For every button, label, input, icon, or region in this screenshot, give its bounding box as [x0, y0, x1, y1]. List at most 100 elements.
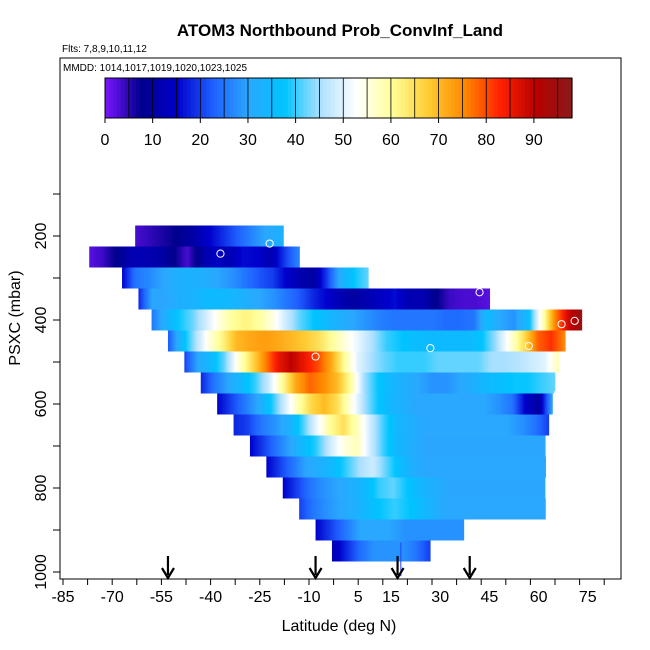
heatmap-cell [515, 372, 518, 394]
heatmap-cell [272, 372, 275, 394]
heatmap-cell [158, 309, 161, 331]
heatmap-cell [272, 246, 274, 268]
heatmap-cell [381, 477, 384, 499]
heatmap-cell [312, 309, 315, 331]
heatmap-cell [217, 246, 219, 268]
heatmap-cell [528, 309, 531, 331]
heatmap-cell [360, 540, 363, 562]
heatmap-cell [363, 288, 366, 310]
heatmap-cell [453, 414, 456, 436]
heatmap-cell [368, 351, 370, 373]
heatmap-cell [463, 477, 466, 499]
heatmap-cell [460, 351, 462, 373]
heatmap-cell [452, 498, 454, 520]
heatmap-cell [385, 435, 388, 457]
heatmap-cell [189, 330, 192, 352]
heatmap-cell [372, 435, 375, 457]
heatmap-cell [522, 477, 525, 499]
heatmap-cell [398, 372, 401, 394]
heatmap-cell [442, 309, 445, 331]
heatmap-cell [519, 435, 522, 457]
heatmap-cell [393, 498, 395, 520]
heatmap-cell [447, 330, 450, 352]
heatmap-cell [270, 414, 273, 436]
heatmap-cell [484, 477, 487, 499]
heatmap-cell [454, 330, 457, 352]
heatmap-cell [388, 351, 390, 373]
heatmap-cell [154, 225, 156, 247]
heatmap-cell [374, 435, 377, 457]
heatmap-cell [434, 309, 437, 331]
heatmap-cell [480, 351, 482, 373]
heatmap-cell [423, 330, 426, 352]
heatmap-cell [351, 519, 354, 541]
heatmap-cell [359, 540, 362, 562]
heatmap-cell [376, 498, 378, 520]
heatmap-cell [516, 309, 519, 331]
heatmap-cell [383, 330, 386, 352]
heatmap-cell [455, 456, 457, 478]
heatmap-cell [529, 414, 532, 436]
heatmap-cell [377, 330, 380, 352]
heatmap-cell [362, 393, 364, 415]
heatmap-cell [287, 288, 290, 310]
heatmap-cell [207, 330, 210, 352]
heatmap-cell [107, 246, 109, 268]
heatmap-cell [318, 267, 320, 289]
heatmap-cell [445, 435, 448, 457]
heatmap-cell [460, 330, 463, 352]
heatmap-cell [256, 267, 258, 289]
heatmap-cell [508, 330, 511, 352]
heatmap-cell [410, 519, 413, 541]
heatmap-cell [532, 477, 535, 499]
heatmap-cell [379, 330, 382, 352]
heatmap-cell [501, 309, 504, 331]
heatmap-cell [513, 498, 515, 520]
heatmap-cell [209, 309, 212, 331]
heatmap-cell [512, 498, 514, 520]
heatmap-cell [329, 456, 331, 478]
heatmap-cell [315, 351, 317, 373]
heatmap-cell [262, 414, 265, 436]
heatmap-cell [330, 393, 332, 415]
heatmap-cell [330, 267, 332, 289]
heatmap-cell [348, 288, 351, 310]
heatmap-cell [338, 309, 341, 331]
heatmap-cell [144, 225, 146, 247]
heatmap-cell [436, 456, 438, 478]
heatmap-cell [197, 288, 200, 310]
heatmap-cell [511, 393, 513, 415]
heatmap-cell [504, 414, 507, 436]
heatmap-cell [351, 540, 354, 562]
heatmap-cell [433, 309, 436, 331]
heatmap-cell [296, 477, 299, 499]
heatmap-cell [194, 267, 196, 289]
heatmap-cell [383, 372, 386, 394]
heatmap-cell [386, 351, 388, 373]
heatmap-cell [391, 372, 394, 394]
heatmap-cells [89, 225, 583, 577]
heatmap-cell [298, 372, 301, 394]
colorbar-segment [392, 78, 398, 118]
heatmap-cell [523, 498, 525, 520]
heatmap-cell [511, 414, 514, 436]
colorbar-segment [568, 78, 573, 118]
heatmap-cell [206, 309, 209, 331]
heatmap-cell [297, 456, 299, 478]
heatmap-cell [452, 330, 455, 352]
heatmap-cell [374, 330, 377, 352]
heatmap-cell [357, 456, 359, 478]
heatmap-cell [414, 435, 417, 457]
heatmap-cell [217, 372, 220, 394]
heatmap-cell [372, 456, 374, 478]
heatmap-cell [144, 267, 146, 289]
heatmap-cell [346, 288, 349, 310]
heatmap-cell [213, 225, 215, 247]
heatmap-cell [377, 351, 379, 373]
heatmap-cell [142, 267, 144, 289]
heatmap-cell [460, 372, 463, 394]
heatmap-cell [510, 414, 513, 436]
heatmap-cell [165, 267, 167, 289]
heatmap-cell [140, 288, 143, 310]
heatmap-cell [480, 393, 482, 415]
